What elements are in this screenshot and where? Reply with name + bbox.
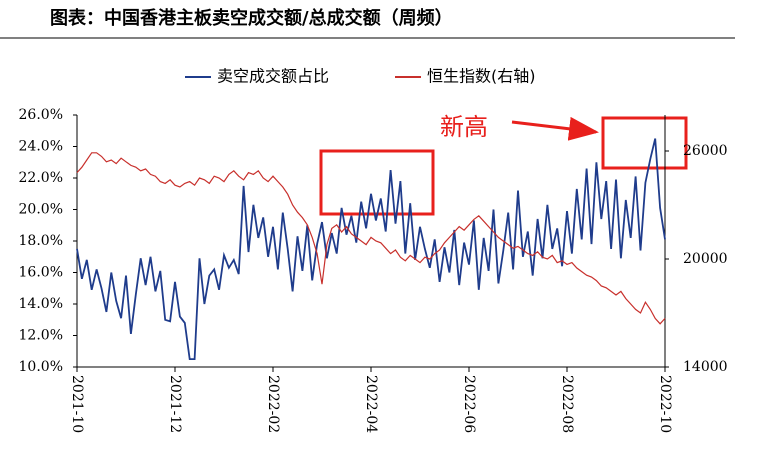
highlight-box xyxy=(319,149,435,216)
x-tick-label: 2022-02 xyxy=(265,375,281,433)
y2-tick-label: 26000 xyxy=(683,143,728,159)
annotation: 新高 xyxy=(440,113,488,141)
y-tick-label: 10.0% xyxy=(19,359,63,375)
x-tick-label: 2022-06 xyxy=(461,375,477,433)
x-tick-label: 2022-10 xyxy=(657,375,673,433)
chart-title: 图表：中国香港主板卖空成交额/总成交额（周频） xyxy=(50,7,453,29)
legend-label: 恒生指数(右轴) xyxy=(427,67,536,86)
series-line xyxy=(76,138,666,360)
y-tick-label: 26.0% xyxy=(19,107,63,123)
x-tick-label: 2021-12 xyxy=(167,375,183,433)
y-tick-label: 20.0% xyxy=(19,202,63,218)
x-tick-label: 2022-04 xyxy=(363,375,379,433)
y-tick-label: 22.0% xyxy=(19,170,63,186)
y-tick-label: 16.0% xyxy=(19,265,63,281)
y-tick-label: 24.0% xyxy=(19,139,63,155)
y2-tick-label: 20000 xyxy=(683,251,728,267)
highlight-box xyxy=(601,116,688,170)
y-tick-label: 14.0% xyxy=(19,296,63,312)
x-tick-label: 2022-08 xyxy=(559,375,575,433)
series-line xyxy=(76,152,666,325)
y2-tick-label: 14000 xyxy=(683,359,728,375)
x-tick-label: 2021-10 xyxy=(69,375,85,433)
y-tick-label: 18.0% xyxy=(19,233,63,249)
annotation-arrow xyxy=(511,116,599,141)
legend-label: 卖空成交额占比 xyxy=(217,67,329,86)
y-tick-label: 12.0% xyxy=(19,328,63,344)
